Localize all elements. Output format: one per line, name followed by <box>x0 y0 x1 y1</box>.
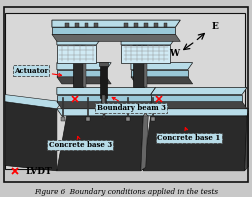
Text: Actuator: Actuator <box>14 67 61 76</box>
Text: E: E <box>211 22 218 31</box>
Polygon shape <box>57 102 156 109</box>
Text: Concrete base 1: Concrete base 1 <box>157 128 220 142</box>
Polygon shape <box>138 109 249 116</box>
Bar <box>73 34 83 87</box>
Polygon shape <box>131 63 193 70</box>
Bar <box>94 23 98 27</box>
Text: LVDT: LVDT <box>26 167 53 176</box>
Text: W: W <box>169 48 179 58</box>
Bar <box>86 117 90 121</box>
Bar <box>103 111 105 118</box>
Bar <box>5 13 244 169</box>
Text: Boundary beam 3: Boundary beam 3 <box>97 97 165 112</box>
Bar <box>133 34 144 87</box>
Polygon shape <box>57 45 96 63</box>
Bar <box>102 95 105 105</box>
Polygon shape <box>52 27 175 34</box>
Polygon shape <box>121 45 170 63</box>
Bar <box>84 23 88 27</box>
Polygon shape <box>151 102 247 109</box>
Bar <box>124 23 128 27</box>
Polygon shape <box>141 116 148 171</box>
Polygon shape <box>52 34 180 41</box>
Polygon shape <box>143 116 247 171</box>
Polygon shape <box>57 63 111 70</box>
Text: Concrete base 3: Concrete base 3 <box>49 136 112 149</box>
Bar <box>164 23 168 27</box>
Bar <box>99 62 108 66</box>
Polygon shape <box>5 95 62 109</box>
Polygon shape <box>57 77 111 84</box>
Polygon shape <box>52 20 180 27</box>
Bar <box>61 117 65 121</box>
Polygon shape <box>151 87 247 95</box>
Polygon shape <box>131 77 193 84</box>
Polygon shape <box>57 95 151 102</box>
Bar <box>144 23 148 27</box>
Bar <box>101 95 106 112</box>
Polygon shape <box>57 109 148 116</box>
Bar <box>100 63 107 98</box>
Bar <box>65 23 69 27</box>
Polygon shape <box>121 38 175 45</box>
Bar <box>144 34 147 87</box>
Polygon shape <box>57 87 156 95</box>
Polygon shape <box>244 112 249 171</box>
Polygon shape <box>57 116 143 171</box>
Polygon shape <box>131 70 188 77</box>
Polygon shape <box>57 38 101 45</box>
Bar <box>83 34 86 87</box>
Bar <box>75 23 79 27</box>
Bar <box>127 117 131 121</box>
Polygon shape <box>151 95 242 102</box>
Polygon shape <box>57 70 106 77</box>
Text: Figure 6  Boundary conditions applied in the tests: Figure 6 Boundary conditions applied in … <box>34 188 218 196</box>
Polygon shape <box>5 102 57 171</box>
Bar <box>151 117 155 121</box>
Bar <box>134 23 138 27</box>
Bar <box>154 23 158 27</box>
